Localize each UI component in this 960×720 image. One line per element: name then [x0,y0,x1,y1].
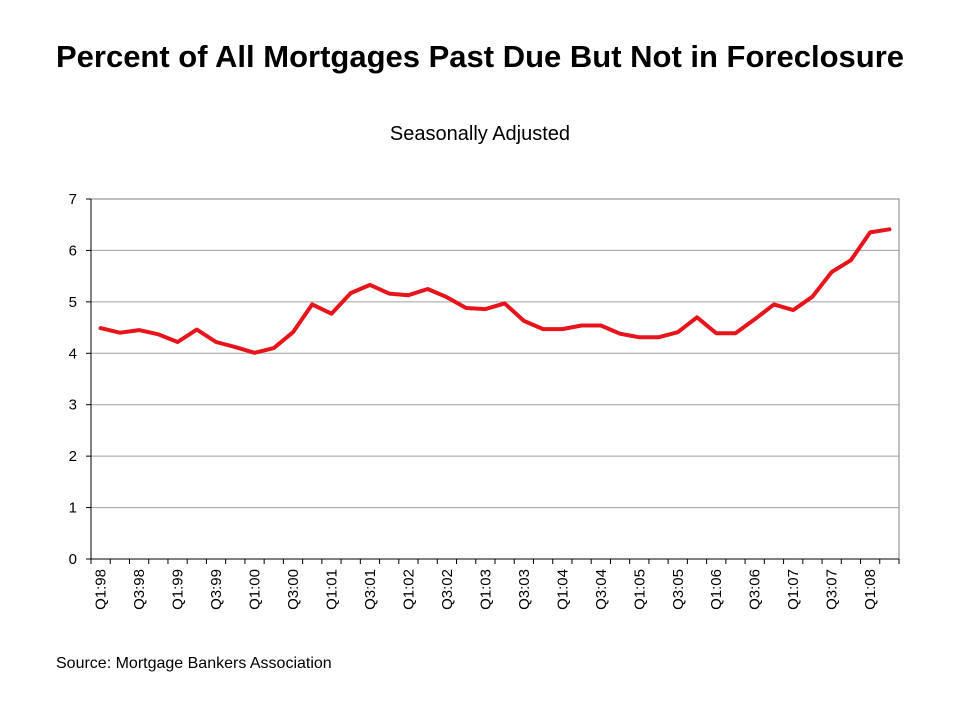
y-tick-label: 1 [69,500,77,517]
y-tick-label: 6 [69,242,77,259]
series-line [98,227,892,355]
x-tick-label: Q1:08 [862,569,879,610]
y-tick-label: 3 [69,397,77,414]
gridlines [91,249,899,509]
y-axis: 0 1 2 3 4 5 6 7 [69,191,92,568]
y-tick-label: 5 [69,294,77,311]
x-tick-label: Q3:06 [747,569,764,610]
x-tick-label: Q1:03 [477,569,494,610]
x-tick-label: Q3:07 [824,569,841,610]
x-tick-label: Q3:03 [516,569,533,610]
x-tick-label: Q1:02 [400,569,417,610]
x-axis: Q1:98 Q3:98 Q1:99 Q3:99 Q1:00 Q3:00 Q1:01 Q3:01… [90,558,900,610]
x-tick-label: Q3:04 [593,569,610,610]
y-tick-label: 0 [69,551,77,568]
x-tick-label: Q3:00 [285,569,302,610]
plot-area [90,198,900,560]
y-tick-label: 7 [69,191,77,208]
x-tick-label: Q1:00 [247,569,264,610]
x-tick-label: Q3:05 [670,569,687,610]
x-tick-label: Q1:07 [785,569,802,610]
x-tick-label: Q1:06 [708,569,725,610]
chart-title: Percent of All Mortgages Past Due But No… [55,39,905,74]
x-tick-label: Q3:98 [131,569,148,610]
x-tick-label: Q1:98 [93,569,110,610]
x-tick-label: Q3:01 [362,569,379,610]
series-group [98,227,892,355]
x-tick-label: Q1:05 [631,569,648,610]
x-tick-label: Q1:04 [554,569,571,610]
y-tick-label: 2 [69,448,77,465]
x-tick-label: Q1:99 [170,569,187,610]
x-tick-label: Q1:01 [323,569,340,610]
x-tick-label: Q3:02 [439,569,456,610]
y-tick-label: 4 [69,345,77,362]
chart-subtitle: Seasonally Adjusted [389,123,571,145]
x-tick-label: Q3:99 [208,569,225,610]
source-note: Source: Mortgage Bankers Association [56,655,332,672]
